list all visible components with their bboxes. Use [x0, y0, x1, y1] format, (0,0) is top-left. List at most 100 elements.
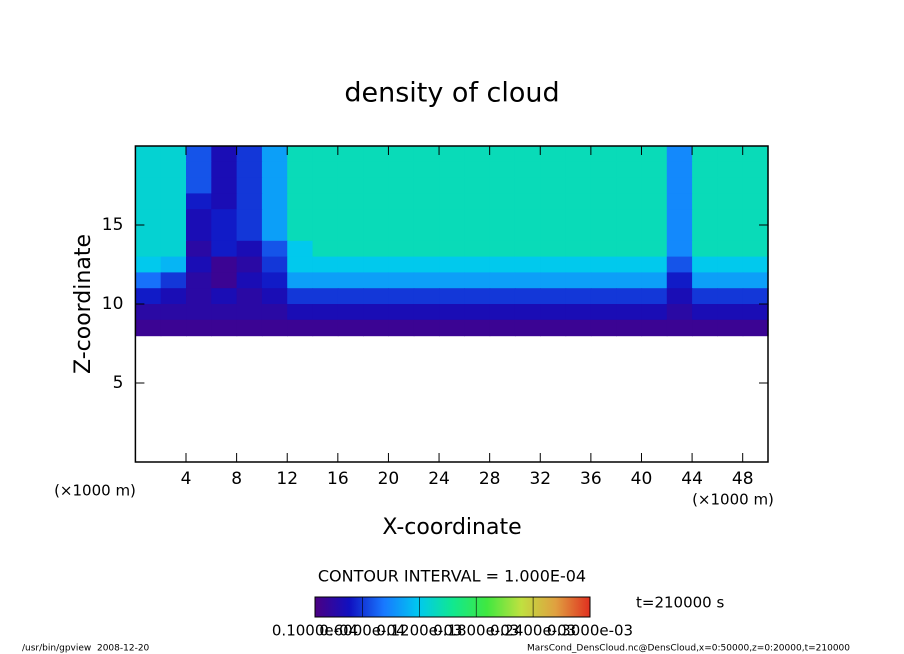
cell [287, 225, 314, 242]
cell [160, 272, 187, 289]
colorbar-tick-label: 0.1800e-03 [433, 622, 519, 640]
cell [211, 288, 238, 305]
cell [692, 319, 718, 337]
cell [388, 319, 415, 337]
cell [160, 288, 187, 305]
cell [540, 319, 567, 337]
cell [337, 240, 364, 258]
y-axis-label: Z-coordinate [71, 234, 96, 374]
colorbar-tick-label: 0.3000e-03 [547, 622, 633, 640]
cell [388, 209, 415, 226]
cell [514, 288, 541, 305]
cell [413, 209, 440, 226]
cell [641, 240, 668, 258]
cell [236, 272, 263, 289]
cell [489, 319, 516, 337]
cell [236, 193, 263, 210]
cell [717, 272, 744, 289]
cell [616, 304, 643, 321]
cell [261, 240, 288, 258]
footer-left: /usr/bin/gpview 2008-12-20 [22, 644, 150, 654]
cell [413, 193, 440, 210]
cell [641, 209, 668, 226]
cell [565, 209, 592, 226]
cell [514, 161, 541, 179]
cell [337, 193, 364, 210]
cell [692, 288, 718, 305]
cell [236, 177, 263, 194]
cell [717, 288, 744, 305]
cell [464, 146, 491, 163]
colorbar-tick-label: 0.1000e-04 [272, 622, 358, 640]
x-tick-label: 44 [681, 469, 703, 489]
cell [641, 256, 668, 273]
cell [312, 161, 339, 179]
x-tick-label: 28 [479, 469, 501, 489]
cell [489, 161, 516, 179]
cell [287, 288, 314, 305]
cell [666, 304, 693, 321]
cell [439, 256, 465, 273]
cell [514, 240, 541, 258]
x-tick-label: 12 [276, 469, 298, 489]
cell [616, 240, 643, 258]
cell [337, 161, 364, 179]
cell [742, 256, 769, 273]
cell [717, 256, 744, 273]
cell [590, 193, 617, 210]
cell [616, 319, 643, 337]
cell [236, 304, 263, 321]
cell [236, 256, 263, 273]
cell [337, 146, 364, 163]
colorbar-tick-label: 0.6000e-04 [319, 622, 405, 640]
cell [363, 288, 390, 305]
cell [666, 193, 693, 210]
cell [616, 288, 643, 305]
cell [135, 319, 162, 337]
cell [160, 256, 187, 273]
cell [717, 146, 744, 163]
cell [337, 304, 364, 321]
cell [641, 304, 668, 321]
cell [337, 319, 364, 337]
cell [287, 193, 314, 210]
cell [565, 256, 592, 273]
cell [312, 177, 339, 194]
cell [312, 304, 339, 321]
cell [742, 240, 769, 258]
cell [186, 193, 212, 210]
cell [540, 225, 567, 242]
cell [590, 161, 617, 179]
cell [514, 304, 541, 321]
cell [616, 146, 643, 163]
cell [287, 272, 314, 289]
cell [211, 146, 238, 163]
cell [135, 240, 162, 258]
cell [312, 272, 339, 289]
cell [186, 240, 212, 258]
cell [514, 146, 541, 163]
cell [312, 209, 339, 226]
cell [439, 272, 465, 289]
cell [186, 256, 212, 273]
cell [590, 209, 617, 226]
cell [489, 146, 516, 163]
x-tick-label: 16 [327, 469, 349, 489]
cell [160, 161, 187, 179]
cell [666, 209, 693, 226]
cell [641, 177, 668, 194]
cell [616, 177, 643, 194]
cell [439, 304, 465, 321]
y-tick-label: 15 [102, 215, 124, 235]
cell [489, 272, 516, 289]
cell [489, 225, 516, 242]
cell [261, 225, 288, 242]
footer-right: MarsCond_DensCloud.nc@DensCloud,x=0:5000… [527, 644, 850, 654]
cell [439, 319, 465, 337]
cell [464, 177, 491, 194]
cell [616, 193, 643, 210]
cell [287, 209, 314, 226]
cell [565, 272, 592, 289]
cell [261, 193, 288, 210]
cell [312, 146, 339, 163]
